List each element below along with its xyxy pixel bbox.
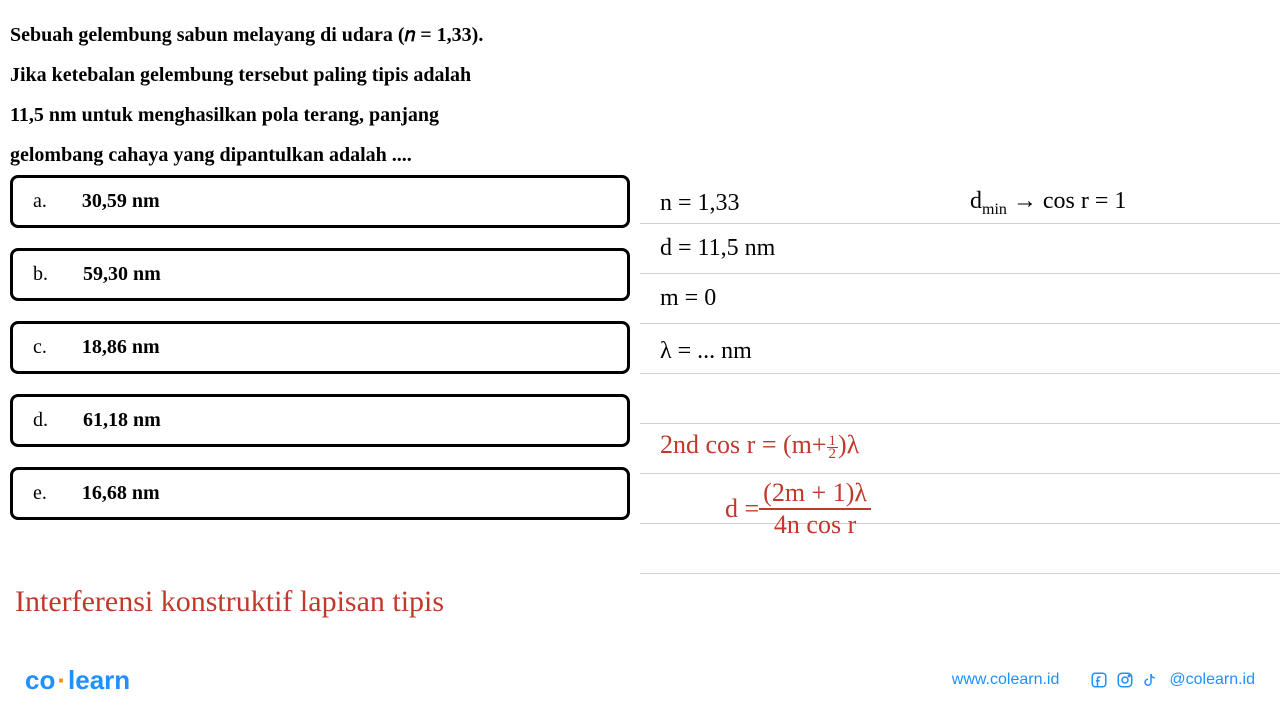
brand-dot-icon: · bbox=[57, 665, 66, 696]
option-e[interactable]: e. 16,68 nm bbox=[10, 467, 630, 520]
brand-logo: co · learn bbox=[25, 665, 130, 696]
footer: co · learn www.colearn.id @colearn.id bbox=[0, 660, 1280, 700]
formula-1: 2nd cos r = (m+12)λ bbox=[660, 430, 859, 460]
option-c-value: 18,86 nm bbox=[82, 336, 160, 359]
brand-learn: learn bbox=[68, 665, 130, 696]
option-c[interactable]: c. 18,86 nm bbox=[10, 321, 630, 374]
question-line-4: gelombang cahaya yang dipantulkan adalah… bbox=[10, 135, 630, 175]
option-b-value: 59,30 nm bbox=[83, 263, 161, 286]
option-a-label: a. bbox=[33, 190, 47, 213]
brand-co: co bbox=[25, 665, 55, 696]
question-text: Sebuah gelembung sabun melayang di udara… bbox=[10, 15, 630, 175]
question-line-1: Sebuah gelembung sabun melayang di udara… bbox=[10, 15, 630, 55]
social-icons bbox=[1089, 670, 1161, 690]
option-b[interactable]: b. 59,30 nm bbox=[10, 248, 630, 301]
option-d-label: d. bbox=[33, 409, 48, 432]
option-e-label: e. bbox=[33, 482, 47, 505]
question-line-3: 11,5 nm untuk menghasilkan pola terang, … bbox=[10, 95, 630, 135]
footer-url: www.colearn.id bbox=[952, 671, 1060, 689]
option-e-value: 16,68 nm bbox=[82, 482, 160, 505]
bottom-note: Interferensi konstruktif lapisan tipis bbox=[15, 585, 444, 619]
note-lambda: λ = ... nm bbox=[660, 338, 752, 365]
option-d-value: 61,18 nm bbox=[83, 409, 161, 432]
footer-right: www.colearn.id @colearn.id bbox=[952, 670, 1255, 690]
option-a-value: 30,59 nm bbox=[82, 190, 160, 213]
formula-2: d = (2m + 1)λ 4n cos r bbox=[725, 480, 871, 538]
option-c-label: c. bbox=[33, 336, 47, 359]
note-d: d = 11,5 nm bbox=[660, 235, 775, 262]
note-n: n = 1,33 bbox=[660, 190, 740, 217]
option-a[interactable]: a. 30,59 nm bbox=[10, 175, 630, 228]
tiktok-icon bbox=[1141, 670, 1161, 690]
facebook-icon bbox=[1089, 670, 1109, 690]
footer-handle: @colearn.id bbox=[1169, 671, 1255, 689]
option-d[interactable]: d. 61,18 nm bbox=[10, 394, 630, 447]
options-list: a. 30,59 nm b. 59,30 nm c. 18,86 nm d. 6… bbox=[10, 175, 630, 540]
question-line-2: Jika ketebalan gelembung tersebut paling… bbox=[10, 55, 630, 95]
instagram-icon bbox=[1115, 670, 1135, 690]
note-dmin: dmin → cos r = 1 bbox=[970, 188, 1126, 219]
option-b-label: b. bbox=[33, 263, 48, 286]
note-m: m = 0 bbox=[660, 285, 716, 312]
